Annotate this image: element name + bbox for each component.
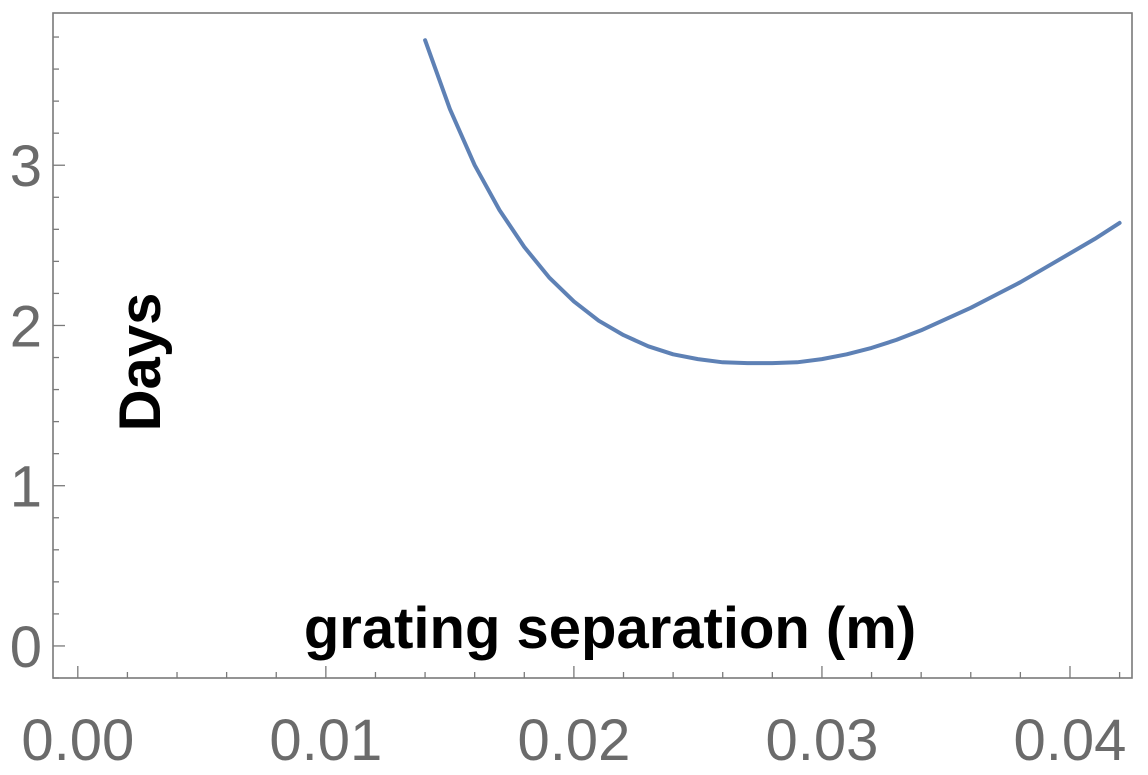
x-tick-label: 0.04: [1014, 708, 1127, 773]
series-layer: [423, 38, 1122, 366]
minor-ticks: [53, 36, 1121, 679]
y-axis-label: Days: [108, 293, 173, 432]
y-tick-label: 0: [10, 615, 42, 680]
x-axis-label: grating separation (m): [304, 596, 916, 661]
x-tick-label: 0.00: [21, 708, 134, 773]
x-axis-ticks: 0.00 0.01 0.02 0.03 0.04: [21, 666, 1126, 773]
series-line: [423, 38, 1122, 366]
y-tick-label: 3: [10, 134, 42, 199]
y-tick-label: 1: [10, 455, 42, 520]
x-tick-label: 0.02: [517, 708, 630, 773]
y-axis-ticks: 0 1 2 3: [10, 134, 65, 680]
plot-frame: [52, 12, 1133, 679]
x-tick-label: 0.01: [269, 708, 382, 773]
y-tick-label: 2: [10, 294, 42, 359]
x-tick-label: 0.03: [765, 708, 878, 773]
